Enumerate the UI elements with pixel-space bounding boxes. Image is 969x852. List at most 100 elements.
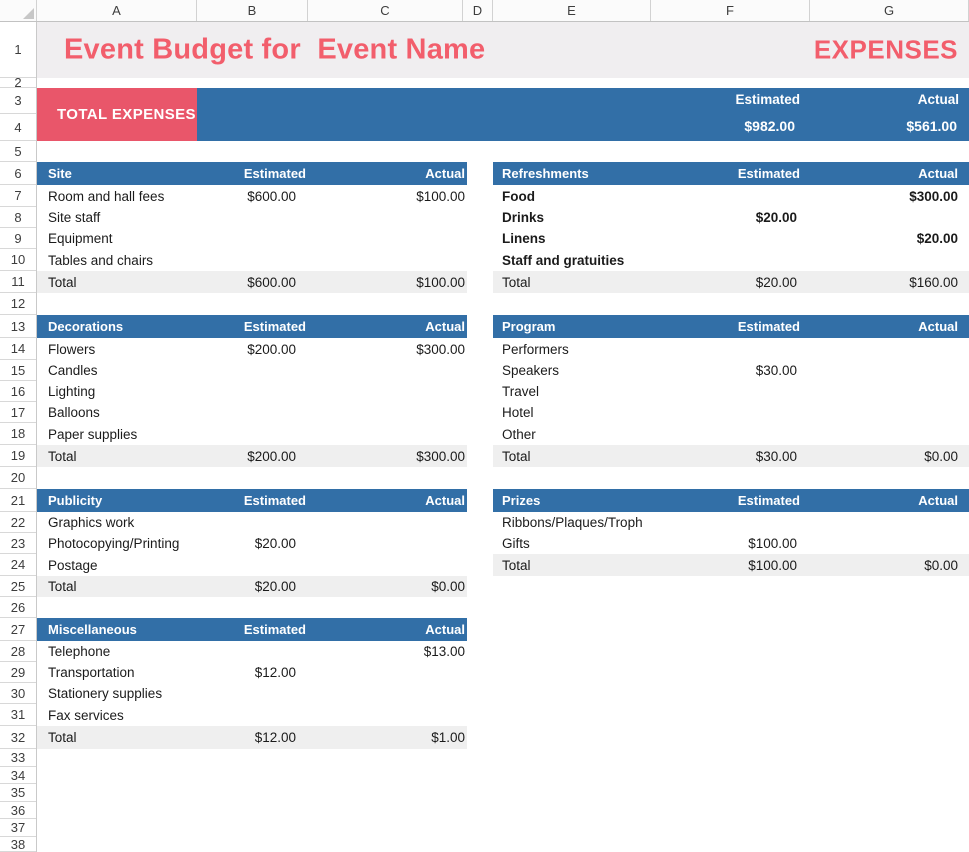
row-header-15[interactable]: 15	[0, 360, 36, 381]
row-header-4[interactable]: 4	[0, 114, 36, 141]
item-label-cell[interactable]: Other	[502, 426, 536, 442]
actual-header-cell[interactable]: Actual	[425, 622, 465, 637]
item-estimated-cell[interactable]: $30.00	[755, 363, 797, 378]
row-header-27[interactable]: 27	[0, 618, 36, 641]
actual-header-cell[interactable]: Actual	[425, 319, 465, 334]
item-label-cell[interactable]: Staff and gratuities	[502, 252, 625, 268]
total-actual-cell[interactable]: $0.00	[924, 557, 958, 573]
column-header-g[interactable]: G	[810, 0, 969, 21]
total-actual-cell[interactable]: $300.00	[416, 448, 465, 464]
row-header-21[interactable]: 21	[0, 489, 36, 512]
section-title-cell[interactable]: Publicity	[48, 493, 103, 508]
item-actual-cell[interactable]: $20.00	[916, 231, 958, 246]
estimated-header-cell[interactable]: Estimated	[243, 166, 306, 181]
item-estimated-cell[interactable]: $100.00	[748, 536, 797, 551]
item-label-cell[interactable]: Speakers	[502, 363, 560, 378]
item-label-cell[interactable]: Lighting	[48, 384, 96, 399]
item-label-cell[interactable]: Gifts	[502, 536, 530, 551]
item-label-cell[interactable]: Equipment	[48, 231, 113, 246]
row-header-2[interactable]: 2	[0, 75, 36, 90]
row-header-23[interactable]: 23	[0, 533, 36, 554]
row-header-28[interactable]: 28	[0, 641, 36, 662]
item-estimated-cell[interactable]: $12.00	[254, 665, 296, 680]
total-actual-cell[interactable]: $1.00	[431, 730, 465, 745]
actual-header-cell[interactable]: Actual	[425, 166, 465, 181]
row-header-13[interactable]: 13	[0, 315, 36, 338]
total-label-cell[interactable]: Total	[48, 579, 77, 594]
estimated-header-cell[interactable]: Estimated	[737, 319, 800, 334]
row-header-35[interactable]: 35	[0, 784, 36, 802]
row-header-12[interactable]: 12	[0, 293, 36, 315]
row-header-6[interactable]: 6	[0, 162, 36, 185]
row-header-19[interactable]: 19	[0, 445, 36, 467]
item-label-cell[interactable]: Site staff	[48, 210, 101, 225]
column-header-f[interactable]: F	[651, 0, 810, 21]
row-header-30[interactable]: 30	[0, 683, 36, 704]
item-label-cell[interactable]: Photocopying/Printing	[48, 536, 180, 551]
item-label-cell[interactable]: Paper supplies	[48, 426, 138, 442]
item-label-cell[interactable]: Performers	[502, 341, 569, 357]
row-header-33[interactable]: 33	[0, 749, 36, 767]
row-header-34[interactable]: 34	[0, 767, 36, 784]
row-header-22[interactable]: 22	[0, 512, 36, 533]
column-header-d[interactable]: D	[463, 0, 493, 21]
sheet-title-cell[interactable]: Event Budget for Event Name	[64, 33, 486, 66]
column-header-a[interactable]: A	[37, 0, 197, 21]
row-header-24[interactable]: 24	[0, 554, 36, 576]
row-header-8[interactable]: 8	[0, 207, 36, 228]
total-label-cell[interactable]: Total	[48, 730, 77, 745]
row-header-10[interactable]: 10	[0, 249, 36, 271]
total-estimated-cell[interactable]: $20.00	[755, 274, 797, 290]
section-title-cell[interactable]: Refreshments	[502, 166, 589, 181]
item-label-cell[interactable]: Telephone	[48, 644, 111, 659]
section-title-cell[interactable]: Prizes	[502, 493, 541, 508]
row-header-29[interactable]: 29	[0, 662, 36, 683]
item-actual-cell[interactable]: $300.00	[416, 341, 465, 357]
total-estimated-cell[interactable]: $200.00	[247, 448, 296, 464]
item-estimated-cell[interactable]: $20.00	[254, 536, 296, 551]
row-header-18[interactable]: 18	[0, 423, 36, 445]
item-label-cell[interactable]: Ribbons/Plaques/Trophies	[502, 515, 643, 530]
total-label-cell[interactable]: Total	[48, 274, 77, 290]
section-title-cell[interactable]: Program	[502, 319, 556, 334]
row-header-32[interactable]: 32	[0, 726, 36, 749]
row-header-16[interactable]: 16	[0, 381, 36, 402]
total-actual-cell[interactable]: $0.00	[924, 448, 958, 464]
section-title-cell[interactable]: Miscellaneous	[48, 622, 137, 637]
item-estimated-cell[interactable]: $600.00	[247, 188, 296, 204]
estimated-header-cell[interactable]: Estimated	[243, 622, 306, 637]
banner-actual-header-cell[interactable]: Actual	[917, 92, 959, 107]
total-estimated-cell[interactable]: $12.00	[254, 730, 296, 745]
total-label-cell[interactable]: Total	[502, 274, 531, 290]
item-label-cell[interactable]: Drinks	[502, 210, 545, 225]
total-estimated-cell[interactable]: $100.00	[748, 557, 797, 573]
actual-header-cell[interactable]: Actual	[425, 493, 465, 508]
actual-header-cell[interactable]: Actual	[918, 319, 958, 334]
column-header-e[interactable]: E	[493, 0, 651, 21]
item-actual-cell[interactable]: $13.00	[423, 644, 465, 659]
banner-estimated-value-cell[interactable]: $982.00	[744, 118, 795, 134]
banner-actual-value-cell[interactable]: $561.00	[906, 118, 957, 134]
item-label-cell[interactable]: Postage	[48, 557, 98, 573]
banner-estimated-header-cell[interactable]: Estimated	[735, 92, 800, 107]
row-header-38[interactable]: 38	[0, 837, 36, 852]
item-label-cell[interactable]: Transportation	[48, 665, 135, 680]
item-label-cell[interactable]: Fax services	[48, 707, 124, 723]
expenses-label-cell[interactable]: EXPENSES	[813, 34, 958, 65]
actual-header-cell[interactable]: Actual	[918, 166, 958, 181]
row-header-31[interactable]: 31	[0, 704, 36, 726]
item-label-cell[interactable]: Candles	[48, 363, 98, 378]
column-header-b[interactable]: B	[197, 0, 308, 21]
total-expenses-label-cell[interactable]: TOTAL EXPENSES	[37, 88, 197, 141]
row-header-25[interactable]: 25	[0, 576, 36, 597]
item-label-cell[interactable]: Food	[502, 188, 535, 204]
estimated-header-cell[interactable]: Estimated	[243, 319, 306, 334]
item-label-cell[interactable]: Stationery supplies	[48, 686, 163, 701]
total-label-cell[interactable]: Total	[502, 448, 531, 464]
item-estimated-cell[interactable]: $20.00	[755, 210, 797, 225]
item-label-cell[interactable]: Tables and chairs	[48, 252, 154, 268]
row-header-3[interactable]: 3	[0, 88, 36, 114]
total-actual-cell[interactable]: $0.00	[431, 579, 465, 594]
actual-header-cell[interactable]: Actual	[918, 493, 958, 508]
total-label-cell[interactable]: Total	[502, 557, 531, 573]
